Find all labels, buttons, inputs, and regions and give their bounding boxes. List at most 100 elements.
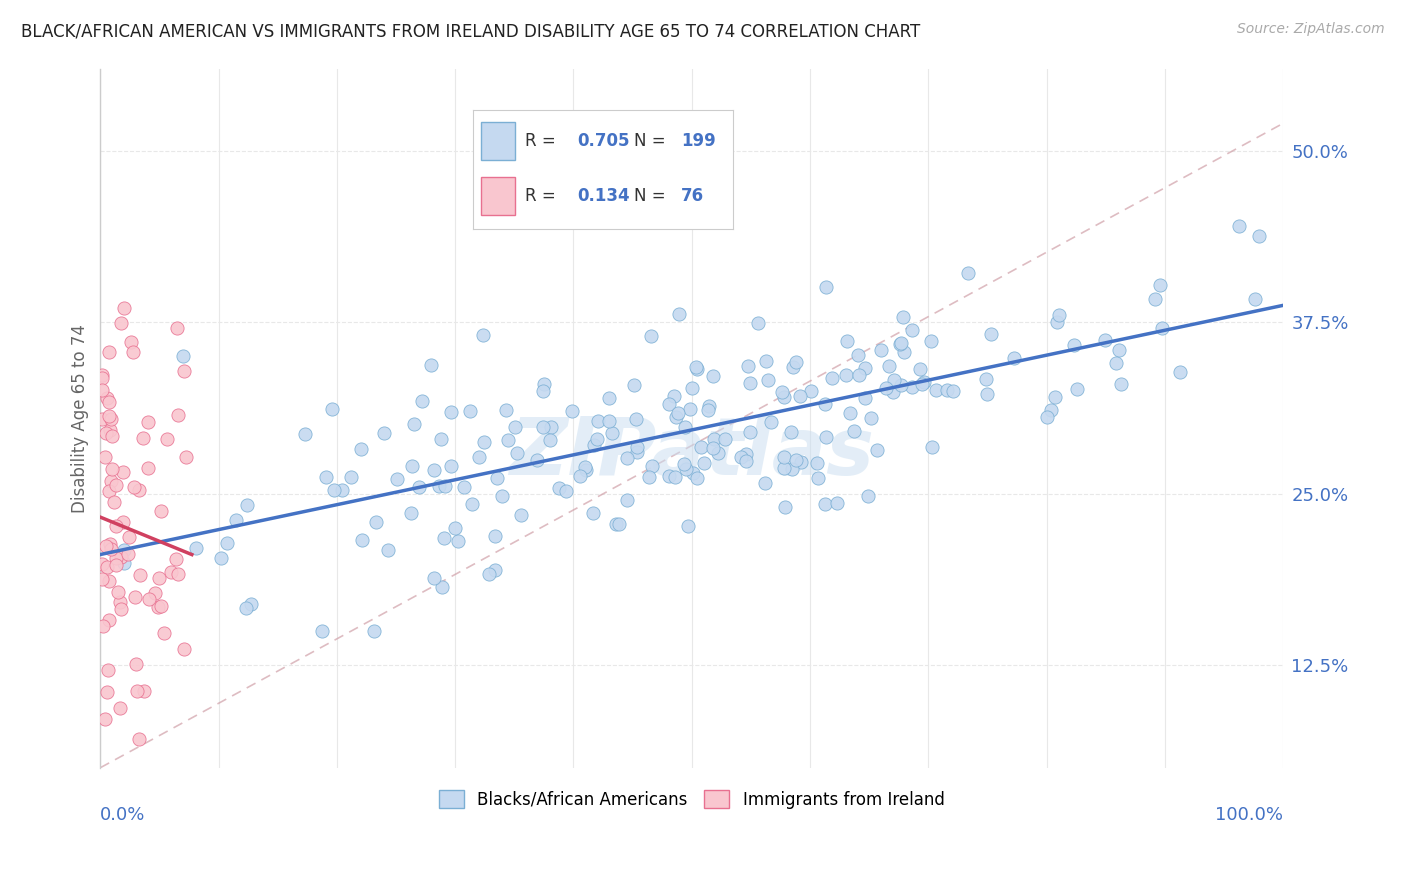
Point — [866, 443, 889, 458]
Point — [821, 370, 844, 384]
Point — [814, 429, 837, 443]
Point — [935, 384, 957, 398]
Point — [672, 457, 695, 471]
Point — [352, 533, 374, 548]
Point — [707, 446, 730, 460]
Point — [526, 452, 548, 467]
Point — [773, 450, 796, 464]
Point — [626, 440, 648, 454]
Point — [1035, 409, 1057, 424]
Point — [1149, 278, 1171, 293]
Point — [173, 642, 195, 657]
Point — [730, 450, 752, 464]
Point — [844, 424, 866, 438]
Point — [600, 425, 623, 440]
Point — [430, 432, 453, 446]
Point — [702, 441, 724, 455]
Point — [129, 567, 152, 582]
Point — [105, 478, 128, 492]
Point — [616, 493, 638, 508]
Point — [110, 549, 132, 564]
Y-axis label: Disability Age 65 to 74: Disability Age 65 to 74 — [72, 324, 89, 513]
Point — [433, 531, 456, 545]
Point — [1043, 390, 1066, 404]
Point — [111, 466, 134, 480]
Point — [588, 413, 610, 427]
Point — [427, 479, 450, 493]
Point — [408, 480, 430, 494]
Point — [91, 619, 114, 633]
Point — [756, 373, 779, 387]
Point — [890, 377, 912, 392]
Point — [891, 310, 914, 325]
Point — [98, 424, 121, 438]
Point — [870, 343, 893, 357]
Point — [330, 483, 353, 497]
Point — [148, 599, 170, 614]
Point — [173, 364, 195, 378]
Point — [401, 506, 423, 520]
Point — [125, 657, 148, 672]
Point — [136, 460, 159, 475]
Point — [925, 383, 948, 397]
Point — [172, 349, 194, 363]
Point — [128, 483, 150, 497]
Point — [96, 685, 118, 699]
Point — [780, 425, 803, 439]
Point — [747, 316, 769, 330]
Point — [658, 397, 681, 411]
Point — [447, 533, 470, 548]
Point — [607, 517, 630, 532]
Point — [505, 446, 527, 460]
Point — [94, 426, 117, 441]
Point — [90, 412, 112, 426]
Point — [94, 712, 117, 726]
Point — [696, 402, 718, 417]
Point — [1168, 365, 1191, 379]
Point — [311, 624, 333, 638]
Point — [665, 409, 688, 424]
Point — [315, 469, 337, 483]
Point — [103, 495, 125, 509]
Point — [118, 530, 141, 544]
Point — [637, 470, 659, 484]
Point — [974, 372, 997, 386]
Point — [740, 376, 762, 391]
Point — [626, 445, 648, 459]
Point — [166, 321, 188, 335]
Point — [294, 427, 316, 442]
Point — [575, 463, 598, 477]
Point — [98, 613, 121, 627]
Point — [814, 497, 837, 511]
Point — [773, 460, 796, 475]
Point — [486, 471, 509, 485]
Point — [97, 663, 120, 677]
Point — [1249, 228, 1271, 243]
Point — [101, 428, 124, 442]
Point — [217, 536, 239, 550]
Point — [806, 456, 828, 470]
Point — [96, 391, 118, 405]
Point — [440, 405, 463, 419]
Point — [533, 377, 555, 392]
Point — [827, 496, 849, 510]
Point — [491, 489, 513, 503]
Point — [800, 384, 823, 398]
Point — [167, 566, 190, 581]
Point — [668, 307, 690, 321]
Point — [848, 348, 870, 362]
Point — [838, 406, 860, 420]
Point — [540, 420, 562, 434]
Point — [225, 512, 247, 526]
Point — [112, 542, 135, 557]
Point — [1049, 308, 1071, 322]
Point — [484, 563, 506, 577]
Point — [468, 450, 491, 464]
Point — [738, 425, 761, 440]
Point — [165, 552, 187, 566]
Text: 0.0%: 0.0% — [100, 806, 146, 824]
Point — [108, 700, 131, 714]
Point — [681, 381, 703, 395]
Point — [148, 571, 170, 585]
Point — [112, 556, 135, 570]
